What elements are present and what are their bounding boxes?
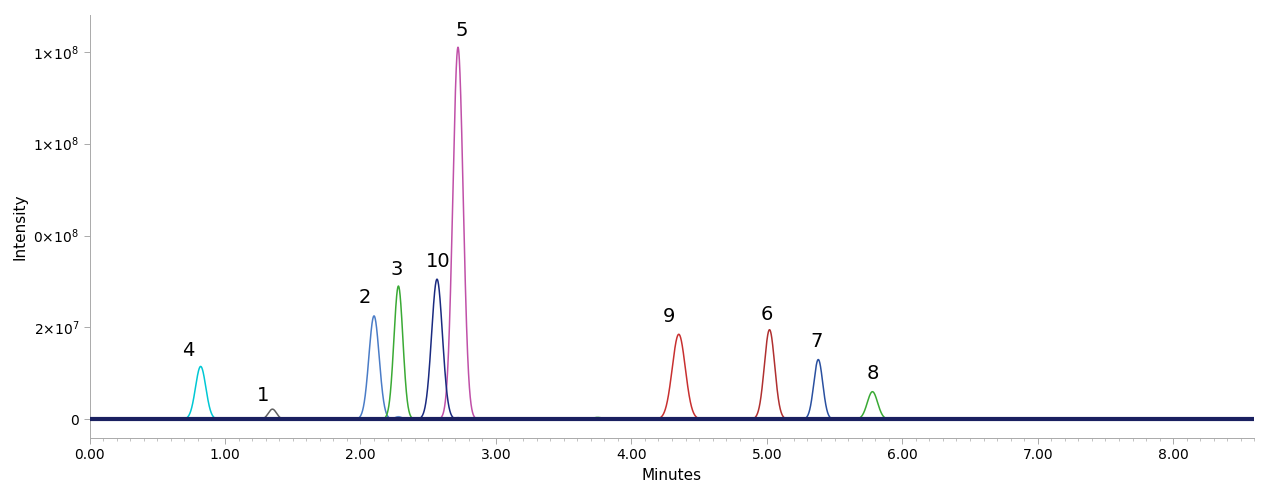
- Text: 5: 5: [456, 21, 468, 40]
- Text: 1: 1: [257, 385, 269, 404]
- Text: 3: 3: [390, 260, 403, 279]
- Text: 6: 6: [760, 305, 773, 324]
- X-axis label: Minutes: Minutes: [643, 468, 701, 482]
- Text: 9: 9: [663, 307, 676, 326]
- Text: 2: 2: [358, 288, 371, 307]
- Text: 4: 4: [182, 342, 195, 361]
- Y-axis label: Intensity: Intensity: [13, 193, 28, 260]
- Text: 8: 8: [867, 364, 878, 383]
- Text: 7: 7: [810, 332, 823, 351]
- Text: 10: 10: [426, 253, 451, 271]
